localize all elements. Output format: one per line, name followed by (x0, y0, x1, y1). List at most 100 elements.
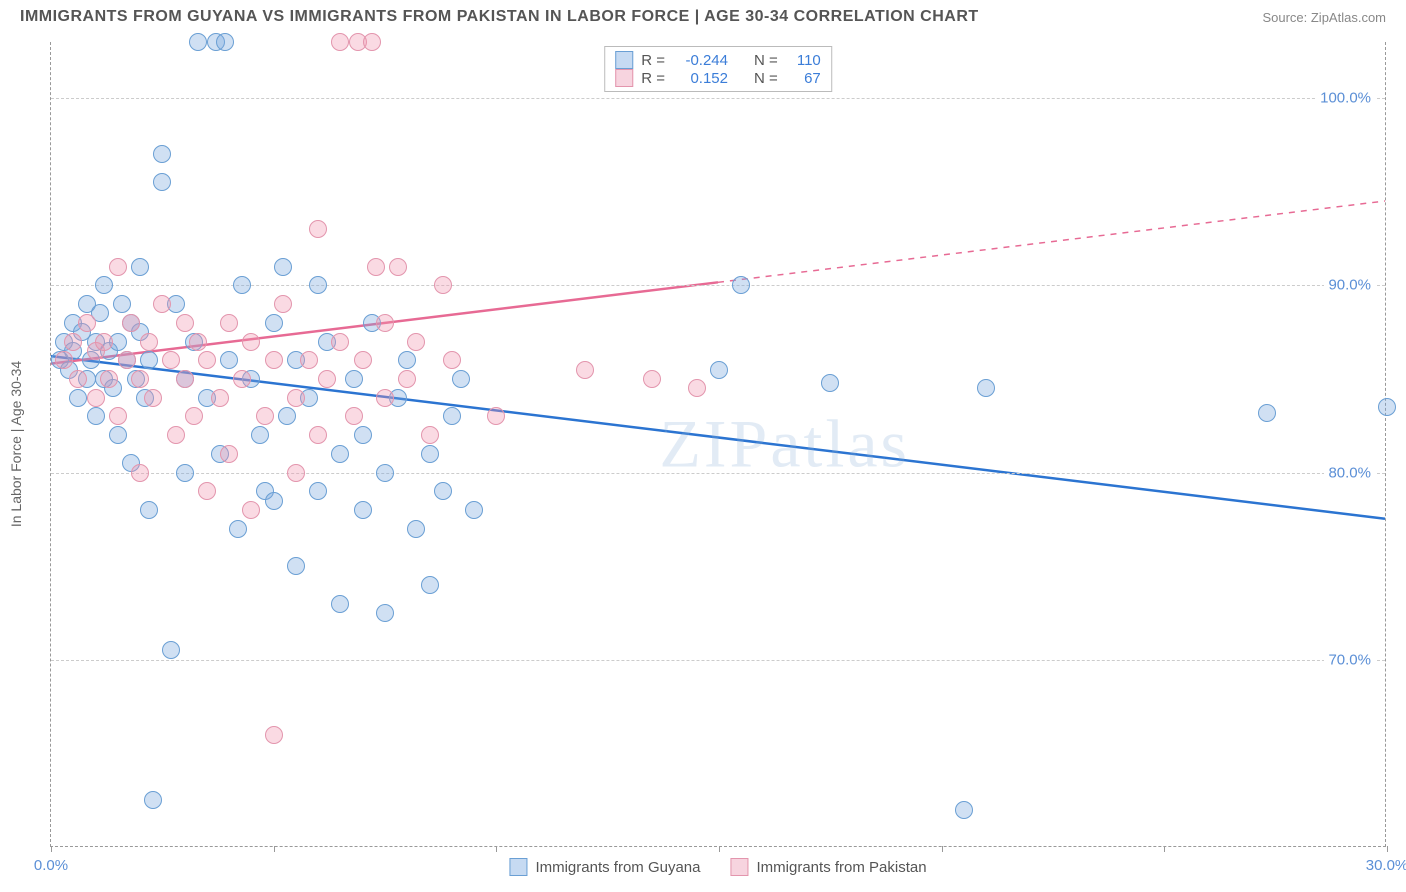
data-point (100, 370, 118, 388)
x-tick-label: 30.0% (1366, 857, 1406, 874)
data-point (345, 370, 363, 388)
data-point (189, 33, 207, 51)
data-point (265, 492, 283, 510)
data-point (318, 370, 336, 388)
data-point (109, 407, 127, 425)
source-attribution: Source: ZipAtlas.com (1262, 10, 1386, 25)
y-tick-label: 70.0% (1324, 651, 1375, 668)
data-point (95, 333, 113, 351)
data-point (118, 351, 136, 369)
data-point (363, 33, 381, 51)
data-point (1258, 404, 1276, 422)
data-point (1378, 398, 1396, 416)
x-tick (274, 846, 275, 852)
data-point (189, 333, 207, 351)
data-point (233, 370, 251, 388)
data-point (287, 557, 305, 575)
data-point (274, 295, 292, 313)
data-point (376, 314, 394, 332)
data-point (309, 220, 327, 238)
r-label: R = (641, 52, 665, 69)
data-point (256, 407, 274, 425)
data-point (398, 370, 416, 388)
data-point (265, 314, 283, 332)
r-label: R = (641, 70, 665, 87)
r-value: 0.152 (673, 70, 728, 87)
n-label: N = (754, 52, 778, 69)
chart-title: IMMIGRANTS FROM GUYANA VS IMMIGRANTS FRO… (20, 8, 979, 26)
legend-swatch (731, 858, 749, 876)
data-point (309, 426, 327, 444)
data-point (176, 464, 194, 482)
data-point (576, 361, 594, 379)
data-point (443, 407, 461, 425)
data-point (167, 426, 185, 444)
x-tick (719, 846, 720, 852)
data-point (162, 351, 180, 369)
x-tick (496, 846, 497, 852)
trend-lines-svg (51, 42, 1385, 846)
data-point (732, 276, 750, 294)
data-point (211, 389, 229, 407)
grid-line (51, 473, 1385, 474)
data-point (216, 33, 234, 51)
n-value: 110 (786, 52, 821, 69)
legend-stat-row: R =-0.244N =110 (615, 51, 821, 69)
data-point (376, 464, 394, 482)
data-point (220, 445, 238, 463)
data-point (144, 791, 162, 809)
data-point (331, 33, 349, 51)
x-tick (942, 846, 943, 852)
data-point (274, 258, 292, 276)
data-point (421, 445, 439, 463)
legend-stat-row: R = 0.152 N = 67 (615, 69, 821, 87)
data-point (398, 351, 416, 369)
data-point (345, 407, 363, 425)
data-point (176, 370, 194, 388)
data-point (144, 389, 162, 407)
data-point (977, 379, 995, 397)
legend-series-label: Immigrants from Guyana (535, 859, 700, 876)
data-point (198, 482, 216, 500)
data-point (109, 258, 127, 276)
x-tick-label: 0.0% (34, 857, 68, 874)
data-point (162, 641, 180, 659)
data-point (140, 333, 158, 351)
data-point (354, 501, 372, 519)
data-point (376, 604, 394, 622)
data-point (251, 426, 269, 444)
data-point (64, 333, 82, 351)
data-point (407, 333, 425, 351)
data-point (131, 258, 149, 276)
data-point (407, 520, 425, 538)
data-point (309, 276, 327, 294)
data-point (367, 258, 385, 276)
data-point (955, 801, 973, 819)
data-point (688, 379, 706, 397)
data-point (287, 389, 305, 407)
legend-swatch (509, 858, 527, 876)
data-point (331, 595, 349, 613)
legend-stats-box: R =-0.244N =110R =0.152N =67 (604, 46, 832, 92)
n-value: 67 (786, 70, 821, 87)
y-tick-label: 90.0% (1324, 277, 1375, 294)
data-point (198, 351, 216, 369)
data-point (122, 314, 140, 332)
legend-swatch (615, 51, 633, 69)
grid-line (51, 660, 1385, 661)
data-point (131, 464, 149, 482)
data-point (443, 351, 461, 369)
data-point (87, 407, 105, 425)
header: IMMIGRANTS FROM GUYANA VS IMMIGRANTS FRO… (0, 0, 1406, 30)
n-label: N = (754, 70, 778, 87)
data-point (300, 351, 318, 369)
chart-area: In Labor Force | Age 30-34 ZIPatlas 70.0… (50, 42, 1386, 847)
data-point (95, 276, 113, 294)
data-point (242, 501, 260, 519)
x-tick (1164, 846, 1165, 852)
data-point (220, 314, 238, 332)
data-point (821, 374, 839, 392)
data-point (389, 258, 407, 276)
data-point (434, 482, 452, 500)
data-point (265, 726, 283, 744)
